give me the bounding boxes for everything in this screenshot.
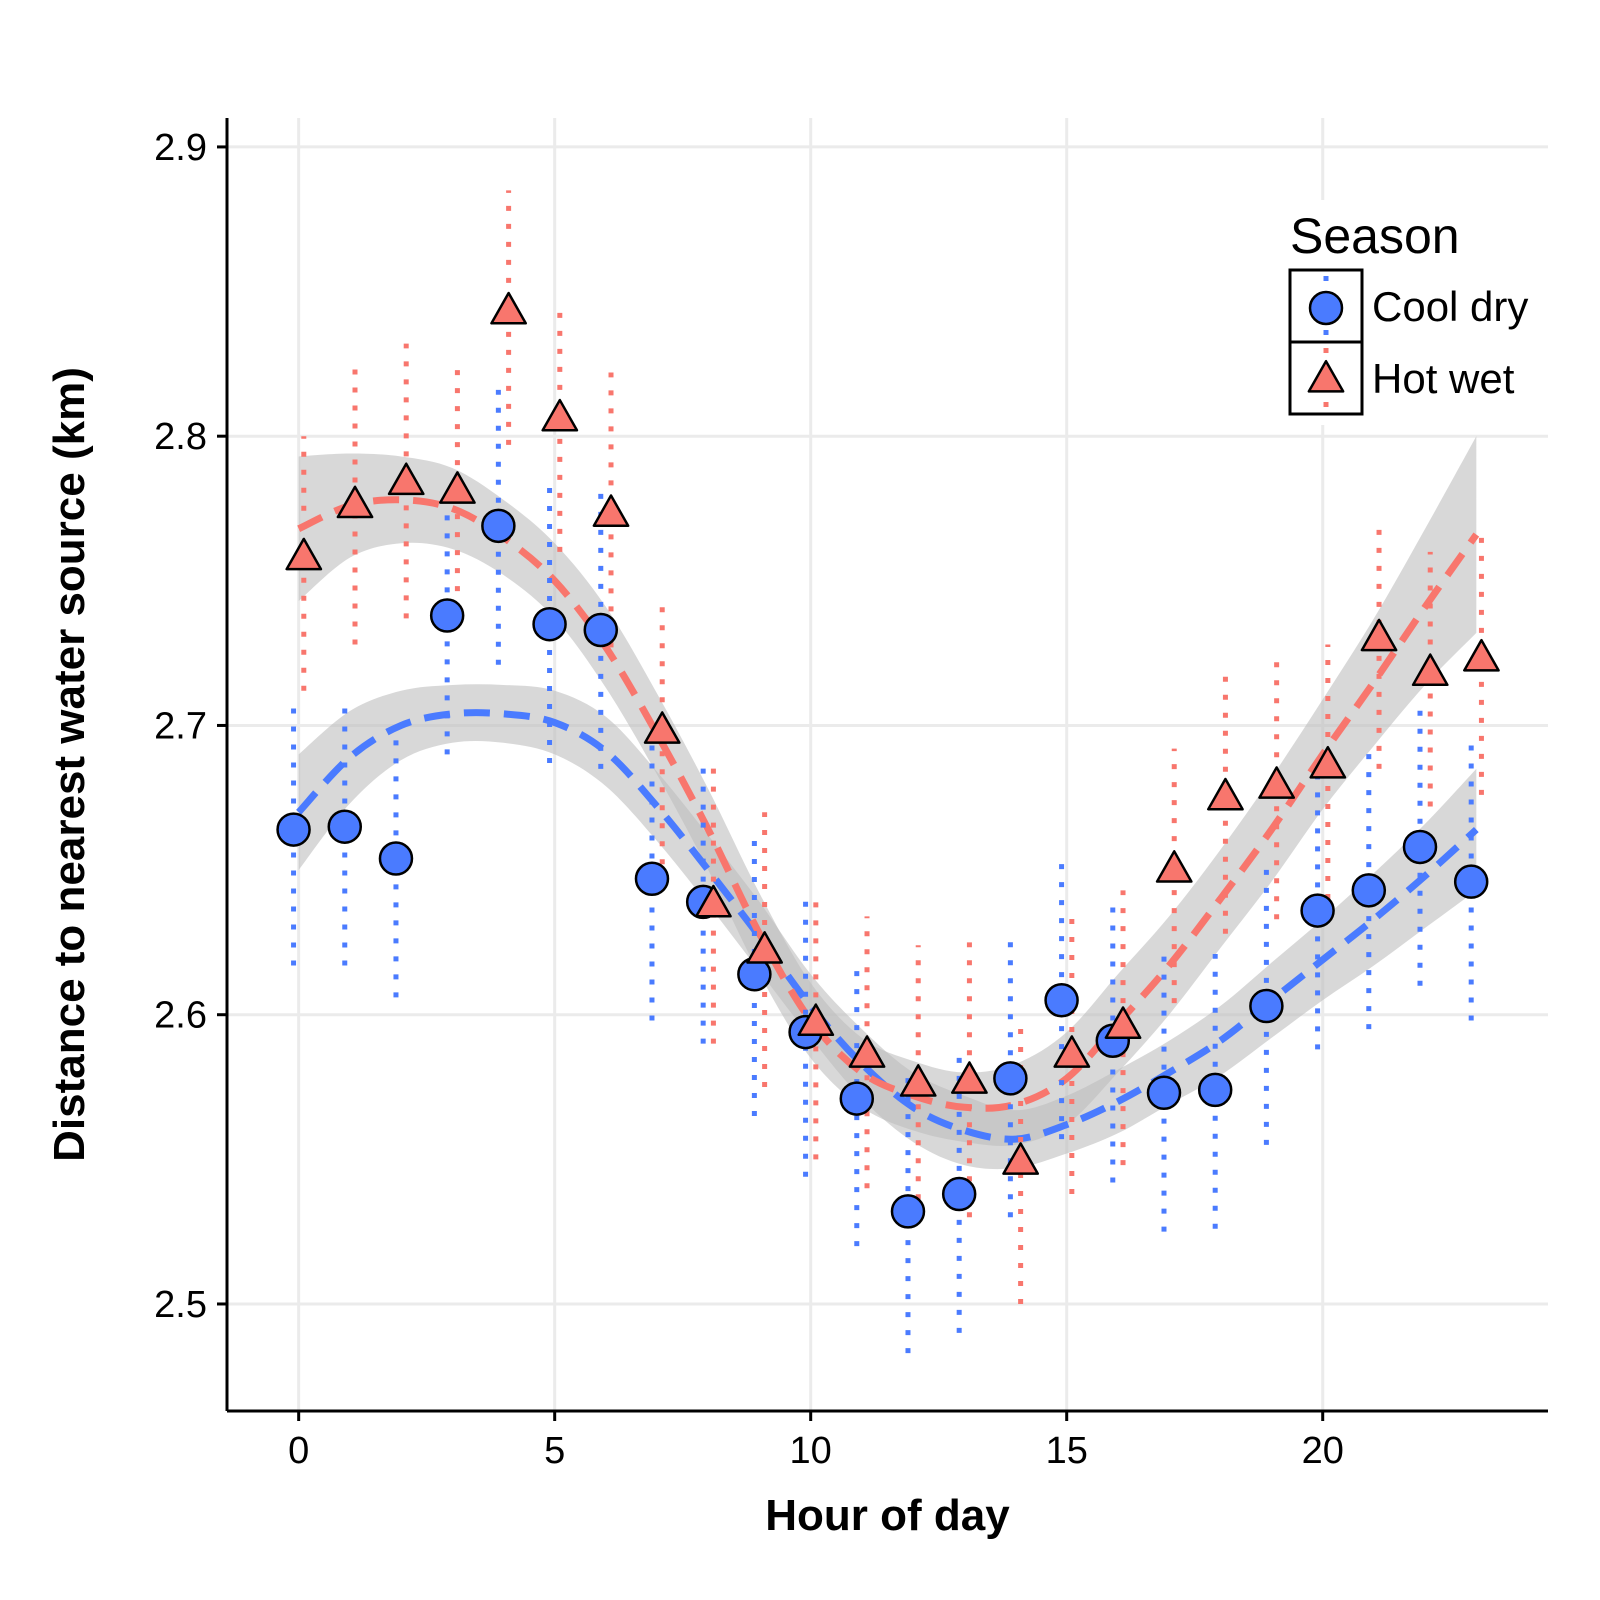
data-point-0-20 [1300,893,1335,928]
data-point-0-23 [1453,864,1489,899]
data-point-1-21 [1360,618,1398,652]
data-point-1-14 [1002,1142,1040,1175]
data-point-0-3 [429,598,465,633]
legend-key-1 [1288,340,1364,416]
data-point-1-20 [1309,745,1347,779]
data-point-1-4 [490,291,527,325]
data-point-0-2 [378,841,414,876]
x-tick-label-3: 15 [1046,1430,1088,1472]
data-point-1-15 [1053,1035,1091,1068]
y-axis-title: Distance to nearest water source (km) [45,367,94,1162]
data-point-1-17 [1155,850,1193,883]
data-point-1-8 [695,884,732,918]
data-point-1-16 [1104,1006,1142,1039]
legend-marker-1 [1307,359,1345,393]
x-tick-label-2: 10 [790,1430,832,1472]
legend-marker-0 [1308,290,1344,326]
confidence-band-1 [298,436,1477,1146]
data-point-1-23 [1463,638,1500,672]
data-point-0-14 [993,1061,1028,1096]
data-point-0-11 [839,1081,875,1116]
data-point-0-13 [941,1176,977,1212]
data-point-1-3 [439,471,476,504]
y-tick-label-0: 2.5 [154,1284,207,1326]
data-points [276,291,1500,1229]
confidence-band-0 [298,684,1477,1170]
data-point-1-13 [951,1061,988,1094]
data-point-0-1 [327,809,363,844]
y-tick-label-3: 2.8 [154,416,207,458]
data-point-0-19 [1249,988,1284,1024]
data-point-1-2 [387,462,425,496]
confidence-bands [298,436,1477,1170]
data-point-0-17 [1146,1075,1182,1111]
data-point-1-12 [899,1064,937,1097]
data-point-0-0 [276,812,311,847]
x-tick-label-0: 0 [288,1430,309,1472]
y-tick-label-4: 2.9 [154,127,207,169]
data-point-1-0 [285,537,323,571]
data-point-0-12 [890,1194,926,1229]
legend-title: Season [1290,208,1460,264]
trend-line-1 [297,496,1480,1112]
data-point-1-19 [1258,766,1296,799]
data-point-1-18 [1207,777,1244,811]
axes: 0 5 10 15 20 2.5 2.6 2.7 2.8 2.9 Hour of day Distan… [45,118,1548,1540]
data-point-0-15 [1044,982,1079,1018]
data-point-0-4 [481,508,516,544]
x-tick-label-1: 5 [544,1430,565,1472]
data-point-1-10 [797,1003,835,1037]
data-point-1-5 [541,398,579,432]
legend-label-1: Hot wet [1372,355,1515,402]
data-point-1-11 [848,1035,886,1068]
y-tick-label-1: 2.6 [154,995,207,1037]
legend-label-0: Cool dry [1372,283,1528,330]
y-tick-label-2: 2.7 [154,705,207,747]
data-point-0-21 [1351,873,1387,908]
data-point-1-6 [592,494,630,527]
data-point-1-1 [336,485,374,519]
x-axis-title: Hour of day [765,1491,1010,1540]
data-point-1-22 [1411,653,1449,687]
data-point-1-7 [643,711,681,744]
data-point-0-6 [583,612,619,648]
x-tick-label-4: 20 [1302,1430,1344,1472]
data-point-1-9 [746,931,783,964]
legend: Season Cool dry Hot wet [1268,200,1532,425]
data-point-0-7 [634,861,670,897]
data-point-0-22 [1402,829,1438,865]
trend-lines [296,496,1480,1143]
data-point-0-18 [1197,1072,1233,1108]
data-point-0-5 [532,606,567,642]
